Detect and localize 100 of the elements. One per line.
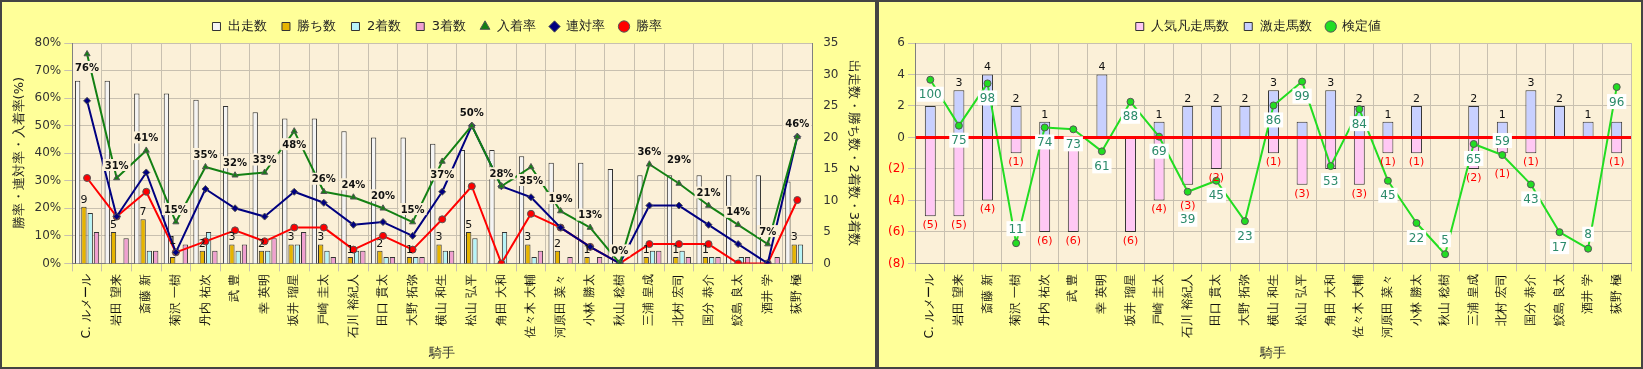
data-label: (1) [1608,155,1625,169]
data-label: 33% [252,154,277,166]
x-axis-title: 騎手 [1259,344,1287,360]
y-axis-title: 勝率・連対率・入着率(%) [11,76,27,230]
data-label: 1 [405,242,413,256]
data-label: (2) [1465,170,1482,184]
legend-label: 勝ち数 [297,17,337,33]
x-tick-label: 松山 弘平 [463,274,478,327]
data-label: (5) [951,218,967,232]
data-label: 1 [1584,107,1592,121]
data-label: 19% [548,192,573,204]
y-tick-label: 0 [897,129,905,144]
legend-label: 入着率 [496,17,536,33]
data-label: (1) [1494,167,1511,181]
data-label: 15% [163,203,188,215]
y2-axis-title: 出走数・勝ち数・2着数・3着数 [846,60,862,246]
data-label: 2 [376,236,384,250]
data-label: (1) [1408,155,1425,169]
y-tick-label: 6 [897,35,905,50]
x-tick-label: 秋山 稔樹 [611,274,626,327]
data-label: 3 [228,230,236,244]
data-label: 1 [1155,107,1163,121]
data-label: 39 [1180,212,1196,227]
data-label: (1) [1008,155,1024,169]
data-label: 4 [984,60,991,74]
data-label: 14% [726,206,751,218]
y-tick-label: (8) [888,255,905,270]
data-label: 2 [553,236,561,250]
y-tick-label: 70% [34,62,62,77]
data-label: 17 [1551,239,1568,254]
data-label: 1 [1041,107,1049,121]
data-label: 75 [951,133,967,148]
data-label: (6) [1036,233,1053,247]
data-label: 11 [1008,221,1024,236]
legend-label: 勝率 [635,17,662,33]
data-label: 3 [1270,76,1277,90]
legend-label: 3着数 [431,17,467,33]
data-label: 1 [1498,107,1506,121]
x-tick-label: 荻野 極 [789,274,804,315]
data-label: 45 [1208,188,1224,203]
data-label: 3 [1527,76,1535,90]
data-label: (4) [979,202,996,216]
data-label: 1 [642,242,650,256]
y-tick-label: 20% [34,200,62,215]
data-label: 29% [666,154,691,166]
data-label: (4) [1151,202,1167,216]
y-tick-label: 30% [34,172,62,187]
data-label: 36% [637,145,662,157]
data-label: 3 [287,230,295,244]
data-label: 2 [1470,91,1478,105]
data-label: 28% [489,167,514,179]
data-label: 5 [465,217,473,231]
data-label: 88 [1122,109,1139,124]
data-label: (3) [1351,186,1368,200]
y-tick-label: 50% [34,117,62,132]
legend-label: 出走数 [227,17,267,33]
data-label: 43 [1523,192,1539,207]
x-tick-label: 三浦 皇成 [1465,274,1480,327]
data-label: 35% [519,174,543,186]
x-tick-label: 酒井 学 [1580,274,1595,315]
x-axis-title: 騎手 [428,344,456,360]
x-tick-label: 河原田 菜々 [1380,274,1395,339]
data-label: 5 [110,217,118,231]
data-label: 46% [785,118,810,130]
data-label: 98 [979,91,996,106]
data-label: 15% [400,203,425,215]
x-tick-label: 石川 裕紀人 [1179,274,1194,339]
x-tick-label: 角田 大和 [493,274,508,327]
x-tick-label: C. ルメール [79,274,94,339]
y-tick-label: 40% [34,145,62,160]
x-tick-label: 坂井 瑠星 [286,274,301,328]
x-tick-label: 坂井 瑠星 [1122,274,1137,328]
x-tick-label: 幸 英明 [1094,274,1109,315]
y-tick-label: 60% [34,90,62,105]
data-label: 0% [611,244,629,256]
x-tick-label: 国分 恭介 [700,274,715,327]
x-tick-label: 鮫島 良太 [1551,274,1566,327]
data-label: (1) [1265,155,1282,169]
data-label: (5) [922,218,939,232]
data-label: 1 [1384,107,1392,121]
legend-label: 検定値 [1342,17,1382,33]
y-tick-label: 0% [42,255,62,270]
x-tick-label: 岩田 望来 [951,274,966,327]
y-tick-label: 80% [34,35,62,50]
data-label: 53 [1323,173,1339,188]
data-label: 9 [80,192,88,206]
data-label: 37% [430,169,455,181]
data-label: 20% [371,189,395,201]
y-tick-label: 2 [897,98,905,113]
data-label: 26% [311,173,336,185]
y-tick-label: 4 [897,66,905,81]
legend-label: 激走馬数 [1259,17,1312,33]
data-label: 2 [1355,91,1363,105]
x-tick-label: 酒井 学 [759,274,774,315]
data-label: (1) [1523,155,1539,169]
data-label: 59 [1494,133,1510,148]
data-label: 100 [918,87,942,102]
data-label: (2) [1208,170,1225,184]
data-label: 1 [672,242,680,256]
x-tick-label: 丹内 祐次 [1036,274,1051,327]
